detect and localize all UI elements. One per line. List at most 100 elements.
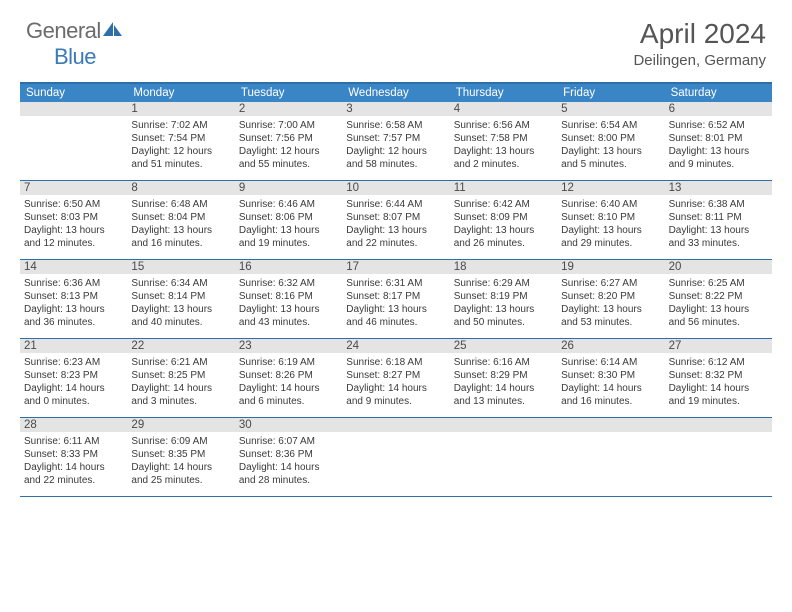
logo: General Blue [26,18,123,70]
day-info: Sunrise: 6:11 AMSunset: 8:33 PMDaylight:… [24,435,123,487]
day-info-line: and 53 minutes. [561,316,660,329]
day-info-line: Daylight: 13 hours [669,303,768,316]
day-info: Sunrise: 6:29 AMSunset: 8:19 PMDaylight:… [454,277,553,329]
day-info: Sunrise: 6:23 AMSunset: 8:23 PMDaylight:… [24,356,123,408]
day-info-line: Sunrise: 6:42 AM [454,198,553,211]
day-info-line: Sunrise: 6:46 AM [239,198,338,211]
day-info-line: Sunrise: 7:02 AM [131,119,230,132]
day-number-bar: 2 [235,102,342,116]
day-cell: 16Sunrise: 6:32 AMSunset: 8:16 PMDayligh… [235,260,342,338]
day-info-line: Sunset: 8:25 PM [131,369,230,382]
day-number: 26 [561,340,660,352]
day-number: 9 [239,182,338,194]
day-info-line: Daylight: 13 hours [346,224,445,237]
day-info: Sunrise: 6:31 AMSunset: 8:17 PMDaylight:… [346,277,445,329]
day-info-line: and 16 minutes. [131,237,230,250]
day-cell: 15Sunrise: 6:34 AMSunset: 8:14 PMDayligh… [127,260,234,338]
day-info-line: Daylight: 13 hours [239,303,338,316]
day-cell: 9 Sunrise: 6:46 AMSunset: 8:06 PMDaylight… [235,181,342,259]
day-info: Sunrise: 7:00 AMSunset: 7:56 PMDaylight:… [239,119,338,171]
day-info: Sunrise: 6:44 AMSunset: 8:07 PMDaylight:… [346,198,445,250]
day-number-bar: 13 [665,181,772,195]
day-info-line: Daylight: 13 hours [561,303,660,316]
day-number-bar: 22 [127,339,234,353]
weekday-header: Thursday [450,84,557,102]
day-info-line: Daylight: 13 hours [561,145,660,158]
day-info: Sunrise: 6:21 AMSunset: 8:25 PMDaylight:… [131,356,230,408]
day-cell: 19Sunrise: 6:27 AMSunset: 8:20 PMDayligh… [557,260,664,338]
weekday-header: Sunday [20,84,127,102]
day-cell: 20Sunrise: 6:25 AMSunset: 8:22 PMDayligh… [665,260,772,338]
day-info-line: Daylight: 12 hours [131,145,230,158]
day-info-line: Daylight: 13 hours [239,224,338,237]
day-info-line: Sunset: 7:58 PM [454,132,553,145]
day-info: Sunrise: 6:09 AMSunset: 8:35 PMDaylight:… [131,435,230,487]
day-number: 11 [454,182,553,194]
week-row: 1Sunrise: 7:02 AMSunset: 7:54 PMDaylight… [20,102,772,181]
day-number-bar: 10 [342,181,449,195]
day-info-line: and 36 minutes. [24,316,123,329]
day-number-bar: 23 [235,339,342,353]
day-info: Sunrise: 6:48 AMSunset: 8:04 PMDaylight:… [131,198,230,250]
day-info-line: Daylight: 12 hours [239,145,338,158]
day-info-line: Sunrise: 6:50 AM [24,198,123,211]
day-cell: 17 Sunrise: 6:31 AMSunset: 8:17 PMDayligh… [342,260,449,338]
day-number: 17 [346,261,445,273]
day-number: 18 [454,261,553,273]
logo-text-general: General [26,18,101,43]
weekday-header: Saturday [665,84,772,102]
day-info: Sunrise: 6:38 AMSunset: 8:11 PMDaylight:… [669,198,768,250]
day-info-line: Sunset: 8:14 PM [131,290,230,303]
day-info-line: Daylight: 14 hours [669,382,768,395]
day-info-line: Sunset: 8:26 PM [239,369,338,382]
day-info: Sunrise: 6:46 AMSunset: 8:06 PMDaylight:… [239,198,338,250]
header: General Blue April 2024 Deilingen, Germa… [0,0,792,78]
day-info-line: and 51 minutes. [131,158,230,171]
day-number-bar: 25 [450,339,557,353]
day-info: Sunrise: 6:42 AMSunset: 8:09 PMDaylight:… [454,198,553,250]
day-info-line: Sunset: 7:57 PM [346,132,445,145]
day-cell: 30Sunrise: 6:07 AMSunset: 8:36 PMDayligh… [235,418,342,496]
day-info-line: Daylight: 14 hours [239,382,338,395]
day-info-line: and 19 minutes. [669,395,768,408]
month-title: April 2024 [633,18,766,50]
day-number: 12 [561,182,660,194]
day-number-bar: 8 [127,181,234,195]
day-info-line: Daylight: 13 hours [131,224,230,237]
day-info-line: Sunrise: 6:34 AM [131,277,230,290]
day-number-bar: 16 [235,260,342,274]
day-cell: 10 Sunrise: 6:44 AMSunset: 8:07 PMDayligh… [342,181,449,259]
day-info: Sunrise: 6:12 AMSunset: 8:32 PMDaylight:… [669,356,768,408]
day-number: 10 [346,182,445,194]
day-info-line: and 25 minutes. [131,474,230,487]
day-number-bar: 9 [235,181,342,195]
day-info-line: Sunrise: 6:23 AM [24,356,123,369]
day-info-line: Daylight: 13 hours [669,224,768,237]
day-info-line: Sunset: 8:00 PM [561,132,660,145]
day-info: Sunrise: 6:52 AMSunset: 8:01 PMDaylight:… [669,119,768,171]
day-info-line: Daylight: 13 hours [669,145,768,158]
day-cell: 18 Sunrise: 6:29 AMSunset: 8:19 PMDayligh… [450,260,557,338]
weekday-header-row: SundayMondayTuesdayWednesdayThursdayFrid… [20,84,772,102]
day-info-line: and 6 minutes. [239,395,338,408]
day-number: 19 [561,261,660,273]
day-number: 1 [131,103,230,115]
day-cell [20,102,127,180]
day-cell [557,418,664,496]
day-info-line: Sunset: 8:35 PM [131,448,230,461]
day-info-line: and 9 minutes. [346,395,445,408]
day-number: 22 [131,340,230,352]
day-number: 5 [561,103,660,115]
day-info-line: and 50 minutes. [454,316,553,329]
day-cell: 2 Sunrise: 7:00 AMSunset: 7:56 PMDaylight… [235,102,342,180]
day-info: Sunrise: 6:36 AMSunset: 8:13 PMDaylight:… [24,277,123,329]
day-info-line: Sunset: 8:09 PM [454,211,553,224]
day-info-line: and 22 minutes. [24,474,123,487]
day-info-line: Sunset: 8:36 PM [239,448,338,461]
day-info-line: Sunrise: 6:31 AM [346,277,445,290]
day-cell: 25Sunrise: 6:16 AMSunset: 8:29 PMDayligh… [450,339,557,417]
day-number-bar: 15 [127,260,234,274]
day-number-bar: 29 [127,418,234,432]
day-info-line: Daylight: 13 hours [346,303,445,316]
weekday-header: Friday [557,84,664,102]
